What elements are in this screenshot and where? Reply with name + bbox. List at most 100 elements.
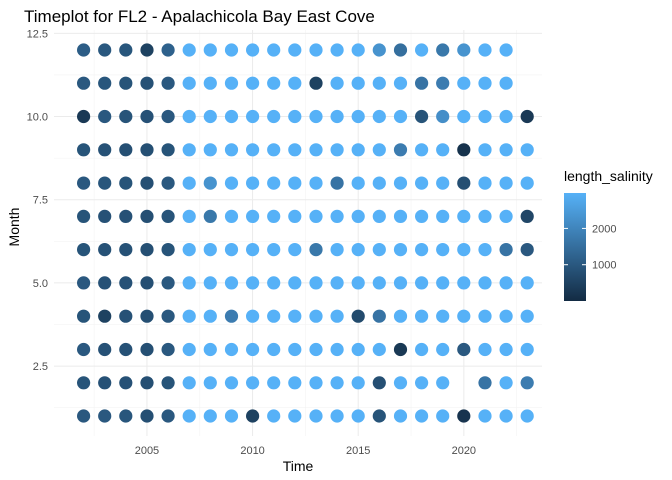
data-point (309, 409, 323, 423)
legend-title: length_salinity (564, 168, 653, 184)
y-tick-label: 12.5 (27, 28, 48, 40)
data-point (267, 309, 281, 323)
data-point (393, 376, 408, 390)
data-point (203, 109, 217, 124)
colorbar-legend: length_salinity 1000 2000 (564, 168, 653, 301)
data-point (161, 376, 175, 390)
x-tick-label: 2005 (135, 445, 159, 457)
data-point (246, 209, 260, 223)
data-point (119, 342, 133, 357)
data-point (288, 276, 302, 290)
data-point (224, 76, 239, 90)
data-point (288, 409, 302, 423)
data-point (436, 176, 450, 190)
data-point (372, 243, 386, 257)
data-point (309, 309, 323, 323)
data-point (436, 409, 450, 423)
data-point (119, 276, 133, 290)
data-point (330, 276, 344, 290)
data-point (330, 43, 344, 57)
data-point (182, 209, 196, 223)
data-point (203, 43, 217, 57)
data-points (77, 43, 534, 423)
data-point (351, 76, 365, 90)
data-point (415, 143, 429, 157)
data-point (119, 43, 133, 57)
axes: 2005 2010 2015 2020 2.5 5.0 7.5 10.0 12.5 (27, 28, 476, 457)
data-point (119, 309, 133, 323)
data-point (224, 309, 239, 323)
data-point (140, 243, 154, 257)
data-point (393, 409, 408, 423)
data-point (224, 209, 239, 223)
data-point (288, 243, 302, 257)
data-point (161, 43, 175, 57)
data-point (351, 276, 365, 290)
data-point (436, 376, 450, 390)
data-point (182, 243, 196, 257)
data-point (77, 243, 91, 257)
data-point (246, 109, 260, 124)
data-point (288, 342, 302, 357)
data-point (119, 76, 133, 90)
data-point (98, 143, 112, 157)
data-point (203, 342, 217, 357)
data-point (478, 109, 492, 124)
data-point (98, 342, 112, 357)
colorbar-tick-label: 2000 (592, 223, 616, 235)
data-point (499, 409, 513, 423)
data-point (520, 109, 534, 124)
data-point (182, 43, 196, 57)
data-point (203, 276, 217, 290)
data-point (203, 409, 217, 423)
data-point (457, 143, 471, 157)
data-point (436, 243, 450, 257)
data-point (98, 276, 112, 290)
data-point (246, 243, 260, 257)
chart-title: Timeplot for FL2 - Apalachicola Bay East… (24, 7, 375, 26)
data-point (499, 276, 513, 290)
data-point (140, 309, 154, 323)
colorbar-ticks: 1000 2000 (564, 223, 616, 272)
data-point (457, 176, 471, 190)
data-point (246, 43, 260, 57)
data-point (436, 276, 450, 290)
data-point (393, 43, 408, 57)
data-point (140, 342, 154, 357)
data-point (499, 76, 513, 90)
x-tick-label: 2010 (240, 445, 264, 457)
data-point (351, 243, 365, 257)
data-point (77, 176, 91, 190)
x-tick-label: 2015 (346, 445, 370, 457)
data-point (415, 243, 429, 257)
data-point (478, 43, 492, 57)
data-point (246, 409, 260, 423)
data-point (372, 376, 386, 390)
data-point (161, 276, 175, 290)
data-point (246, 309, 260, 323)
data-point (203, 376, 217, 390)
data-point (393, 209, 408, 223)
data-point (98, 243, 112, 257)
data-point (161, 409, 175, 423)
y-tick-label: 10.0 (27, 112, 48, 124)
grid-lines (54, 30, 542, 436)
data-point (140, 376, 154, 390)
data-point (309, 143, 323, 157)
data-point (457, 243, 471, 257)
data-point (98, 43, 112, 57)
data-point (457, 209, 471, 223)
data-point (182, 109, 196, 124)
data-point (457, 76, 471, 90)
data-point (415, 342, 429, 357)
data-point (203, 309, 217, 323)
data-point (267, 109, 281, 124)
data-point (520, 376, 534, 390)
data-point (372, 309, 386, 323)
data-point (119, 409, 133, 423)
data-point (436, 76, 450, 90)
data-point (520, 143, 534, 157)
data-point (499, 376, 513, 390)
data-point (98, 76, 112, 90)
